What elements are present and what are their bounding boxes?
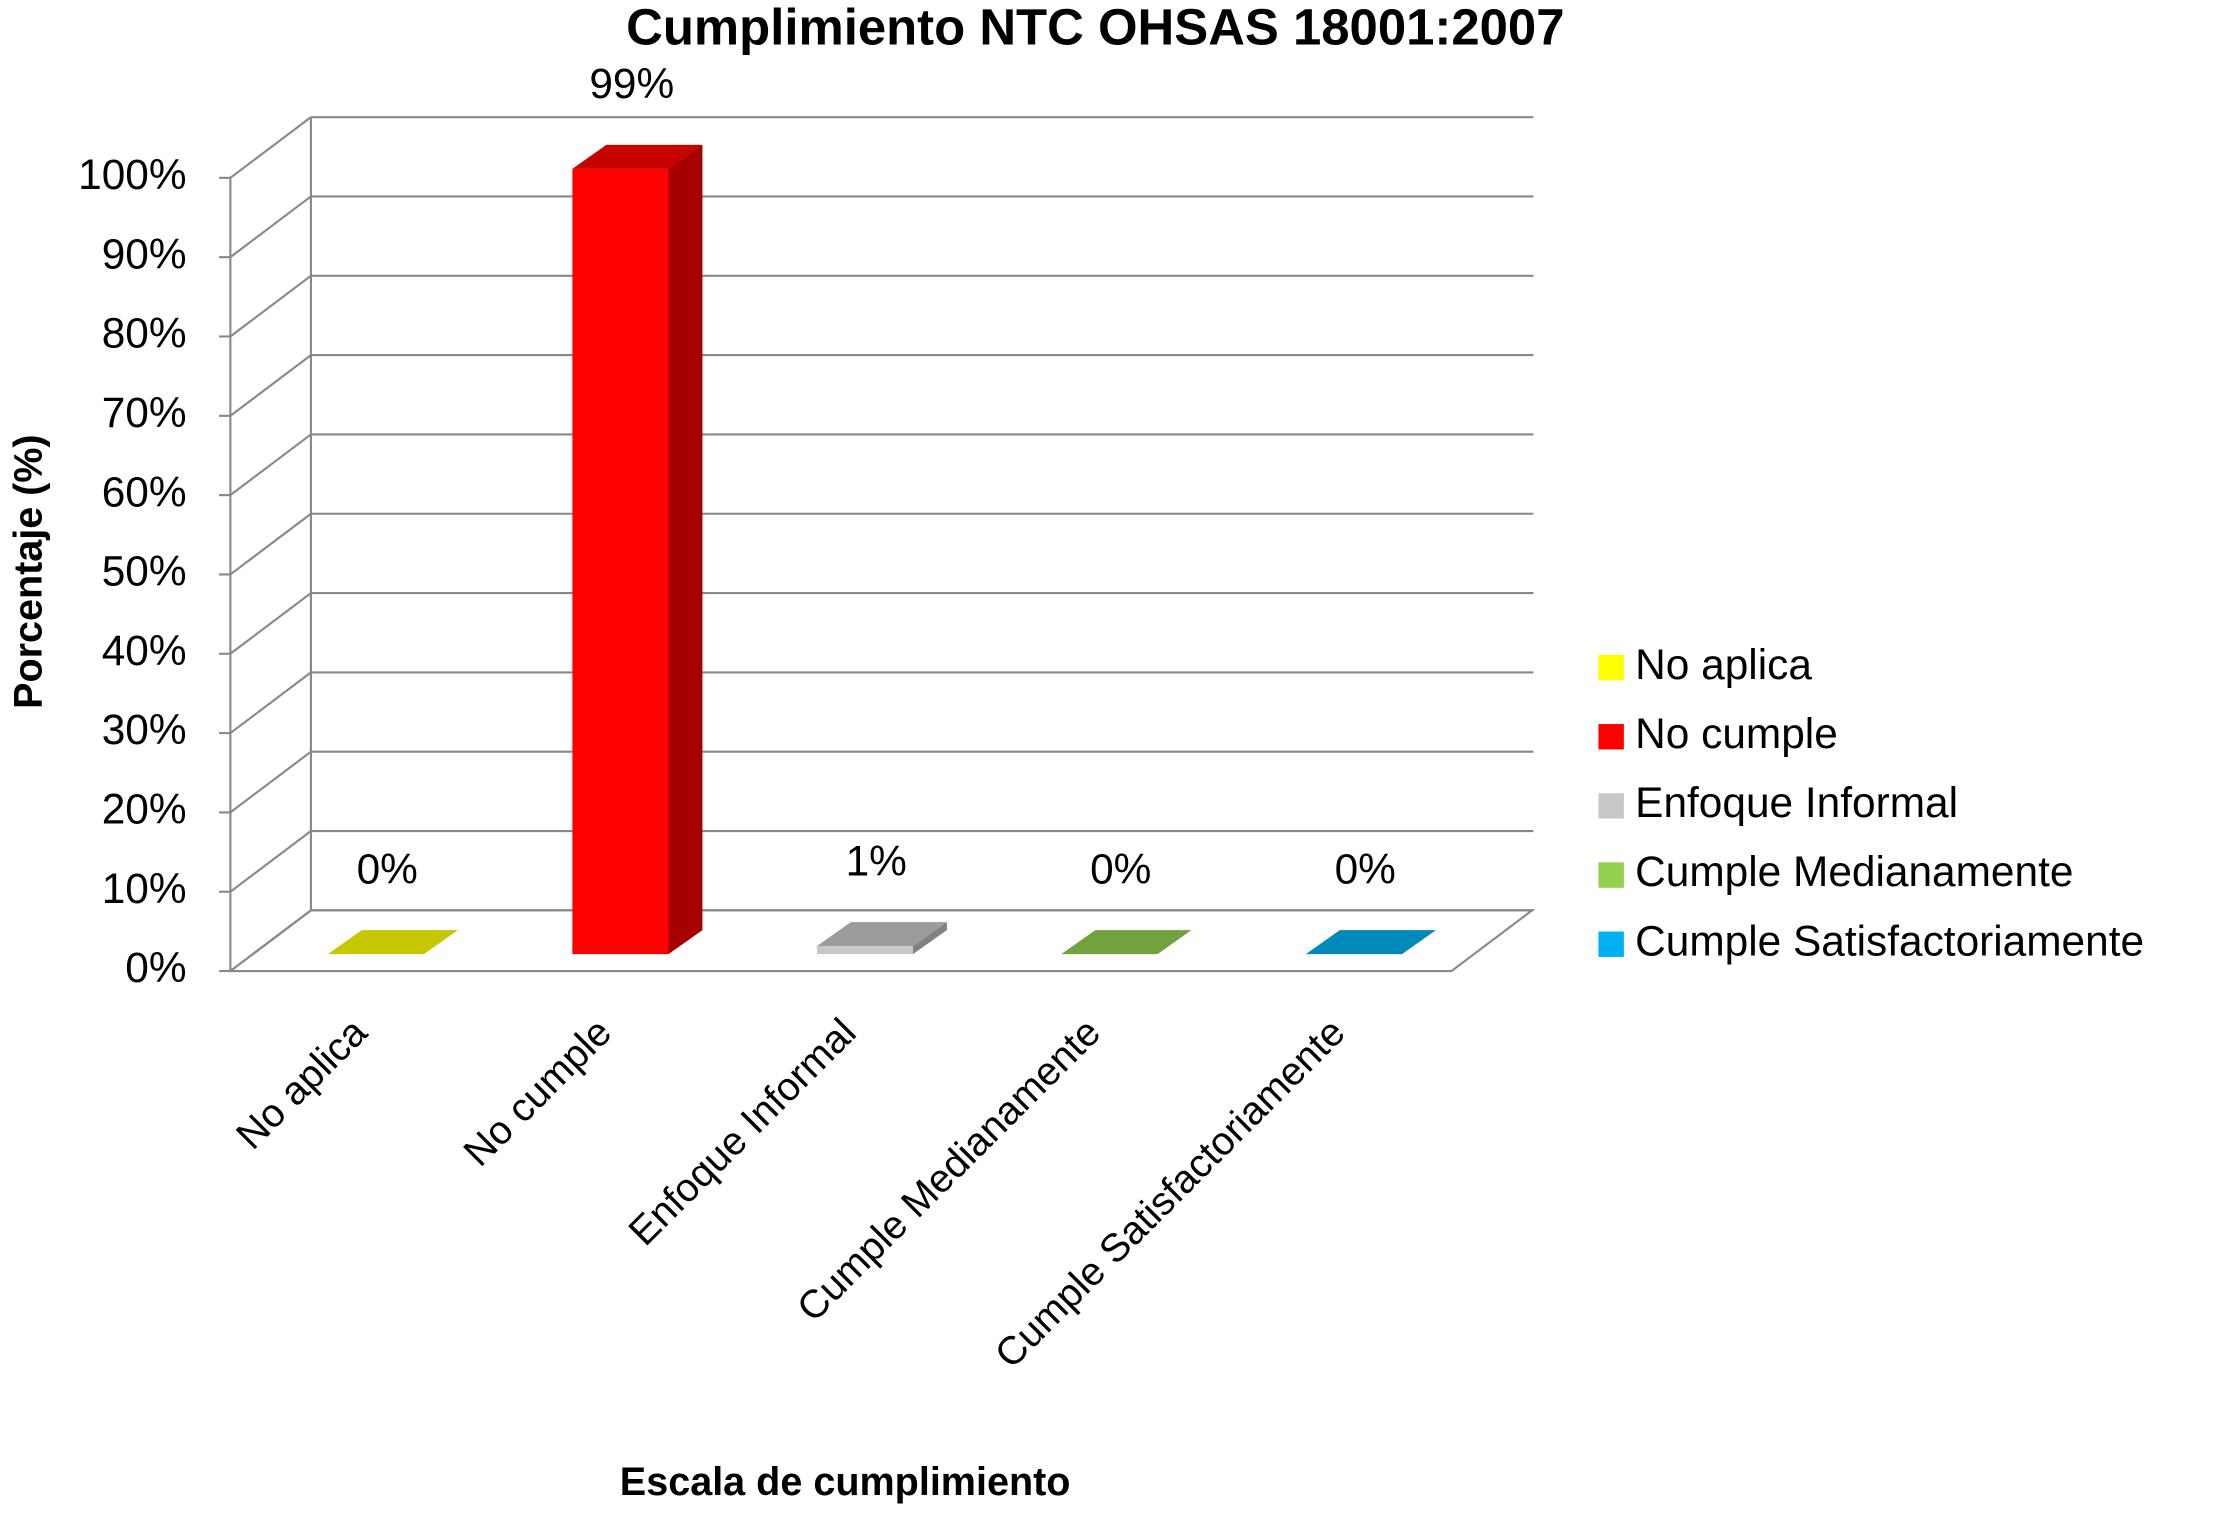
plot: Cumplimiento NTC OHSAS 18001:2007 Porcen…: [7, 0, 2145, 1504]
grid-line: [229, 512, 312, 576]
y-tick-label: 10%: [102, 865, 187, 912]
legend-label: Cumple Satisfactoriamente: [1635, 917, 2144, 964]
bar-side-shade: [912, 922, 947, 955]
bar-top-shade: [1305, 930, 1436, 955]
grid-line: [229, 433, 312, 496]
grid-line: [229, 830, 312, 893]
legend-swatch: [1598, 724, 1624, 750]
y-tick-label: 70%: [102, 389, 187, 436]
data-label: 0%: [1090, 845, 1151, 892]
data-label: 0%: [357, 845, 418, 892]
data-label: 99%: [589, 60, 674, 107]
grid-line: [229, 195, 312, 259]
y-axis-title: Porcentaje (%): [7, 434, 51, 708]
x-tick-label: No aplica: [228, 1010, 376, 1158]
y-tick-label: 40%: [102, 627, 187, 674]
x-tick-label: No cumple: [455, 1010, 620, 1175]
data-label: 0%: [1335, 845, 1396, 892]
y-tick-label: 0%: [125, 944, 186, 991]
x-tick-label: Enfoque Informal: [620, 1010, 864, 1254]
bar-top: [327, 930, 458, 955]
y-tick-label: 100%: [78, 151, 186, 198]
y-tick-label: 80%: [102, 310, 187, 357]
grid-line: [229, 354, 312, 417]
bar-top: [1305, 930, 1436, 955]
chart-title: Cumplimiento NTC OHSAS 18001:2007: [626, 0, 1564, 55]
bar-side: [668, 144, 703, 955]
legend-label: Cumple Medianamente: [1635, 848, 2073, 895]
bar-side: [912, 922, 947, 955]
bar-top: [1061, 930, 1192, 955]
grid-line: [229, 909, 312, 972]
bar-top-shade: [816, 922, 947, 947]
bar-top-shade: [1061, 930, 1192, 955]
legend-swatch: [1598, 931, 1624, 957]
y-tick-label: 30%: [102, 706, 187, 753]
legend-swatch: [1598, 862, 1624, 888]
legend-label: No cumple: [1635, 710, 1838, 757]
grid-line: [229, 274, 312, 338]
bar-top-shade: [572, 144, 703, 169]
grid-line: [229, 750, 312, 814]
y-tick-label: 50%: [102, 548, 187, 595]
grid-line: [229, 592, 312, 655]
bar: [572, 168, 669, 955]
bar: [816, 946, 913, 955]
grid-line: [229, 671, 312, 734]
legend-swatch: [1598, 793, 1624, 819]
data-label: 1%: [846, 838, 907, 885]
x-axis-title: Escala de cumplimiento: [620, 1460, 1071, 1504]
legend-swatch: [1598, 654, 1624, 681]
y-tick-label: 60%: [102, 468, 187, 515]
bar-top-shade: [327, 930, 458, 955]
y-tick-label: 20%: [102, 786, 187, 833]
bar-top: [572, 144, 703, 169]
y-tick-label: 90%: [102, 230, 187, 277]
legend-label: Enfoque Informal: [1635, 779, 1958, 826]
legend-label: No aplica: [1635, 641, 1812, 688]
grid-line: [229, 116, 312, 179]
bar-top: [816, 922, 947, 947]
bar-side-shade: [668, 144, 703, 955]
